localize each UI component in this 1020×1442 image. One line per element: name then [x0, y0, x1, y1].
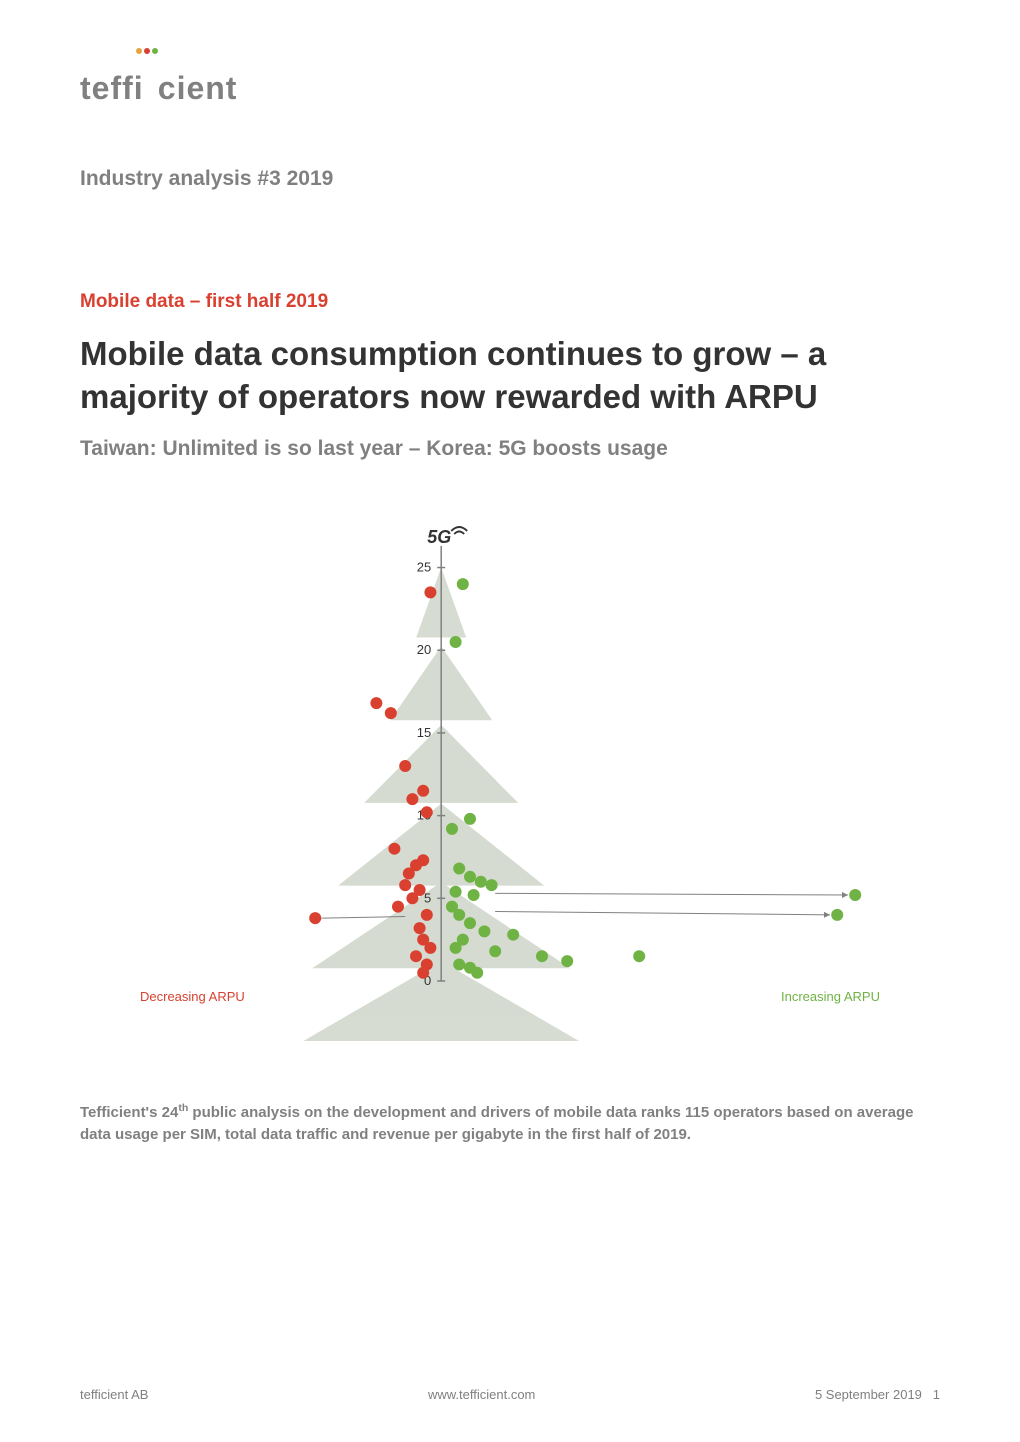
logo-prefix: teff [80, 70, 134, 106]
scatter-chart: 51015202505G Decreasing ARPUIncreasing A… [80, 511, 940, 1041]
footer-company: tefficient AB [80, 1387, 148, 1402]
svg-text:5G: 5G [427, 527, 451, 547]
subtitle: Taiwan: Unlimited is so last year – Kore… [80, 437, 940, 461]
logo-suffix: ient [177, 70, 238, 106]
svg-text:Decreasing ARPU: Decreasing ARPU [140, 989, 245, 1004]
svg-text:15: 15 [417, 725, 431, 740]
footer-page: 1 [933, 1387, 940, 1402]
brand-logo: tefficient [80, 70, 940, 107]
svg-text:Increasing ARPU: Increasing ARPU [781, 989, 880, 1004]
footer-url: www.tefficient.com [428, 1387, 535, 1402]
svg-text:20: 20 [417, 642, 431, 657]
svg-text:5: 5 [424, 890, 431, 905]
footer-date: 5 September 2019 [815, 1387, 922, 1402]
section-label: Mobile data – first half 2019 [80, 291, 940, 313]
logo-i: i [134, 70, 144, 106]
svg-text:25: 25 [417, 559, 431, 574]
logo-dots: i [134, 70, 158, 107]
summary-text: Tefficient's 24th public analysis on the… [80, 1101, 940, 1147]
footer-date-page: 5 September 2019 1 [815, 1387, 940, 1402]
page-footer: tefficient AB www.tefficient.com 5 Septe… [80, 1387, 940, 1402]
logo-c: c [158, 70, 177, 106]
analysis-number: Industry analysis #3 2019 [80, 167, 940, 191]
page-title: Mobile data consumption continues to gro… [80, 333, 940, 419]
